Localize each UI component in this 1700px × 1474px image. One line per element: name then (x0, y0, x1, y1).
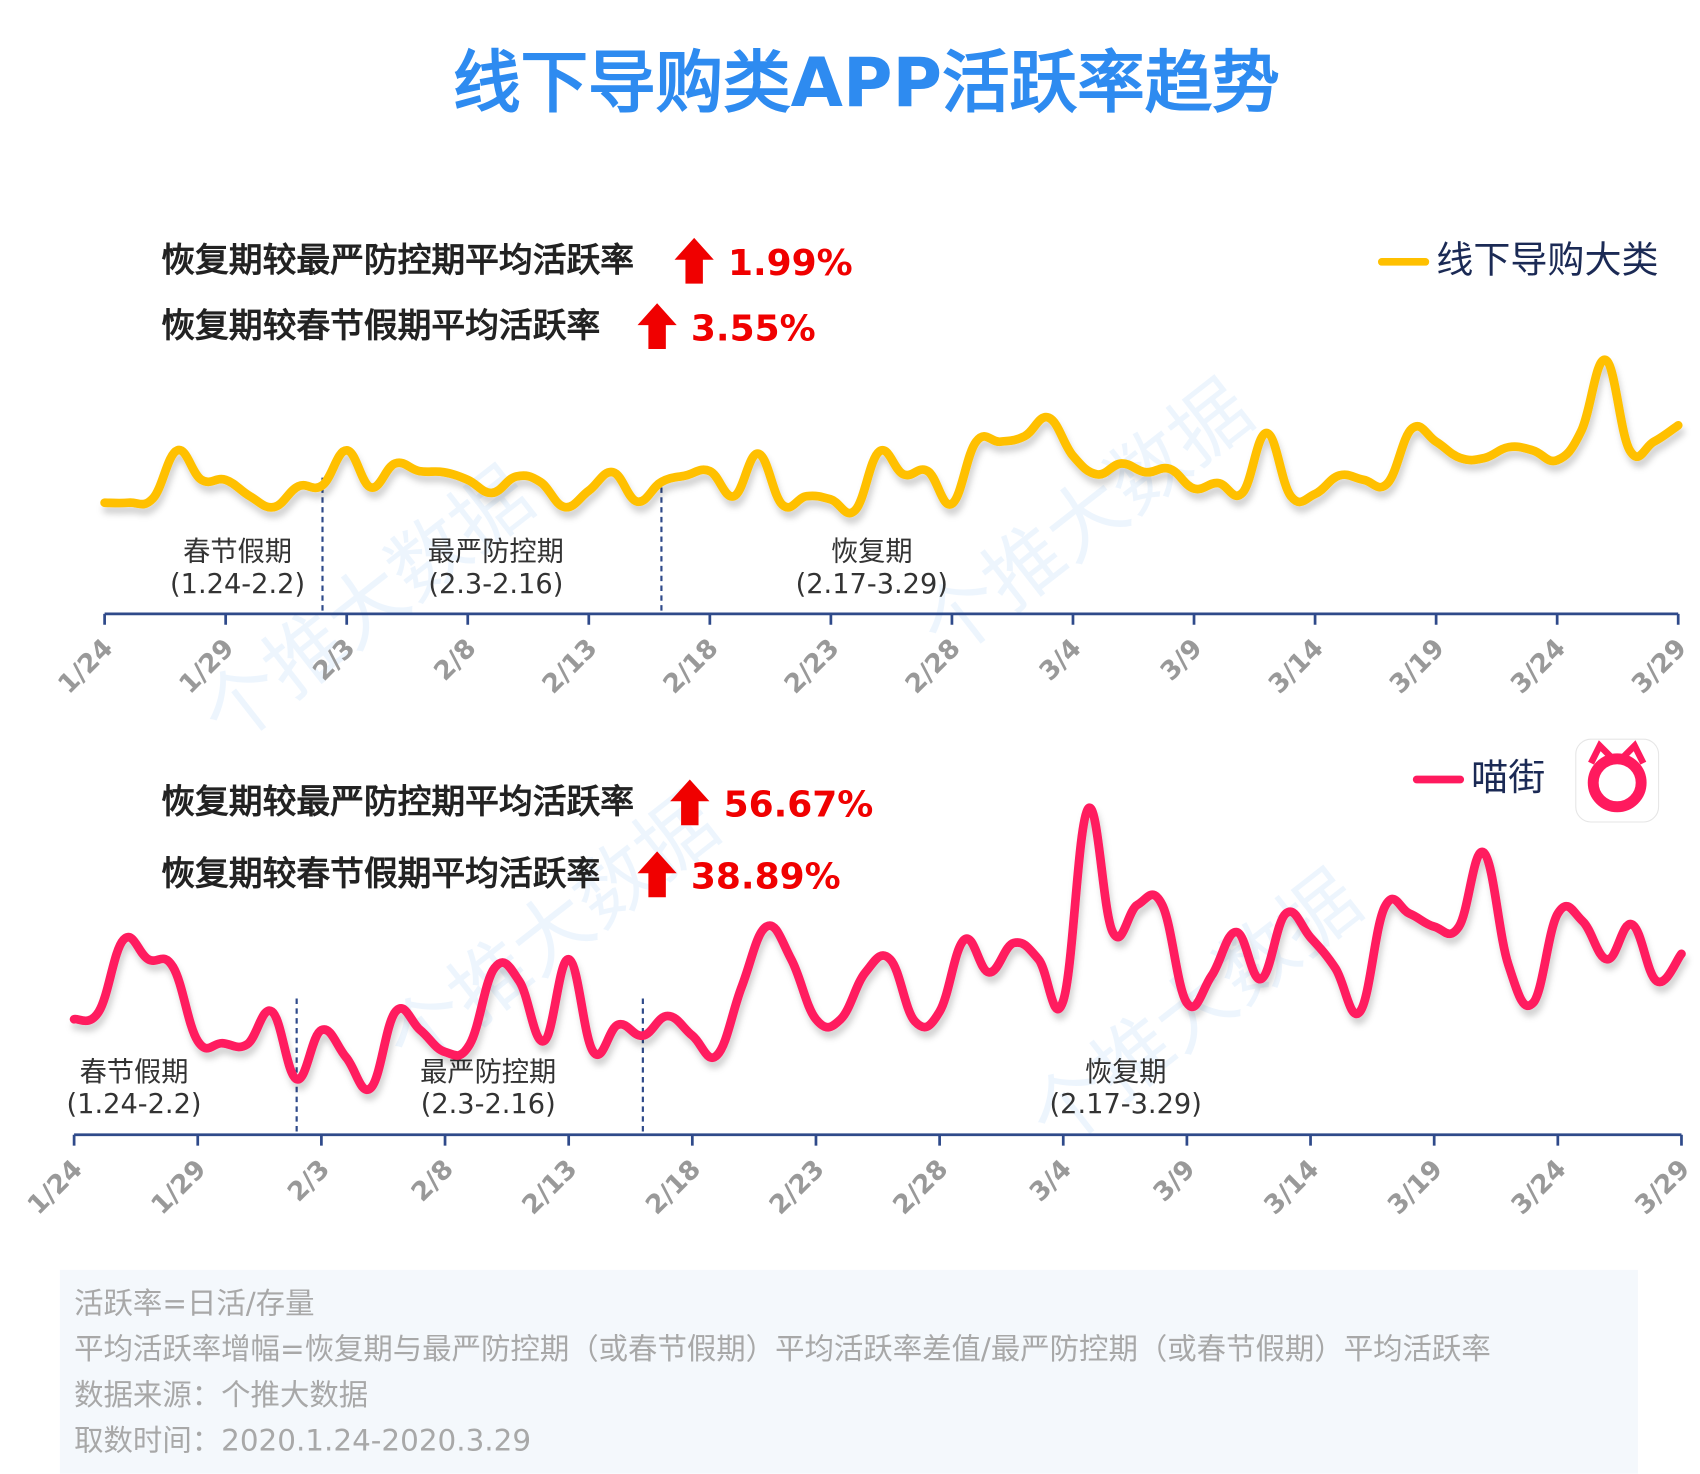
x-tick-label: 3/4 (1034, 633, 1088, 687)
footnote: 数据来源：个推大数据 (74, 1378, 368, 1412)
period-range: (1.24-2.2) (170, 569, 305, 600)
period-range: (2.3-2.16) (428, 569, 563, 600)
x-tick-label: 3/14 (1263, 633, 1330, 700)
x-tick-label: 3/19 (1384, 633, 1451, 700)
stat-label: 恢复期较最严防控期平均活跃率 (161, 240, 634, 279)
x-tick-label: 1/29 (146, 1154, 213, 1221)
series-line (100, 355, 1683, 518)
footnote: 取数时间：2020.1.24-2020.3.29 (74, 1424, 531, 1458)
period-range: (2.3-2.16) (421, 1089, 556, 1120)
period-name: 最严防控期 (428, 536, 564, 567)
x-tick-label: 2/8 (406, 1154, 460, 1208)
legend-label: 线下导购大类 (1436, 238, 1658, 281)
x-tick-label: 2/23 (764, 1154, 831, 1221)
x-tick-label: 3/9 (1155, 633, 1209, 687)
app-icon-ears (1588, 740, 1647, 765)
stat-value: 56.67% (724, 785, 874, 826)
period-name: 最严防控期 (420, 1057, 556, 1088)
x-tick-label: 2/3 (282, 1154, 336, 1208)
app-icon-ring (1587, 753, 1647, 813)
x-tick-label: 3/14 (1259, 1154, 1326, 1221)
up-arrow (637, 851, 677, 898)
stat-value: 1.99% (728, 243, 853, 284)
stat-label: 恢复期较春节假期平均活跃率 (161, 854, 600, 893)
title: 线下导购类APP活跃率趋势 (453, 43, 1280, 122)
stat-label: 恢复期较最严防控期平均活跃率 (161, 782, 634, 821)
x-tick-label: 3/29 (1626, 633, 1693, 700)
x-tick-label: 2/18 (640, 1154, 707, 1221)
x-tick-label: 3/24 (1505, 633, 1572, 700)
x-tick-label: 3/24 (1506, 1154, 1573, 1221)
series-line (69, 803, 1686, 1095)
x-tick-label: 3/9 (1148, 1154, 1202, 1208)
footnote-box (59, 1269, 1638, 1474)
period-range: (1.24-2.2) (67, 1089, 202, 1120)
stat-value: 38.89% (691, 857, 841, 898)
up-arrow (670, 779, 710, 826)
footnote: 平均活跃率增幅=恢复期与最严防控期（或春节假期）平均活跃率差值/最严防控期（或春… (74, 1332, 1491, 1366)
stat-value: 3.55% (691, 309, 816, 350)
legend-label: 喵街 (1471, 756, 1545, 799)
x-tick-label: 2/23 (779, 633, 846, 700)
x-tick-label: 1/24 (22, 1154, 89, 1221)
x-tick-label: 2/18 (658, 633, 725, 700)
period-name: 春节假期 (80, 1057, 189, 1088)
up-arrow (674, 237, 714, 284)
x-tick-label: 2/13 (537, 633, 604, 700)
period-name: 春节假期 (183, 536, 292, 567)
footnote: 活跃率=日活/存量 (74, 1286, 314, 1320)
x-tick-label: 3/19 (1382, 1154, 1449, 1221)
period-name: 恢复期 (1085, 1057, 1167, 1088)
x-tick-label: 1/24 (53, 633, 120, 700)
stat-label: 恢复期较春节假期平均活跃率 (161, 306, 600, 345)
x-tick-label: 2/28 (888, 1154, 955, 1221)
x-tick-label: 2/8 (429, 633, 483, 687)
x-tick-label: 3/29 (1630, 1154, 1697, 1221)
up-arrow (637, 303, 677, 350)
period-range: (2.17-3.29) (1050, 1089, 1202, 1120)
watermark: 个推大数据 (903, 362, 1269, 676)
x-tick-label: 2/13 (517, 1154, 584, 1221)
period-name: 恢复期 (831, 536, 913, 567)
period-range: (2.17-3.29) (796, 569, 948, 600)
watermark: 个推大数据 (369, 776, 735, 1090)
